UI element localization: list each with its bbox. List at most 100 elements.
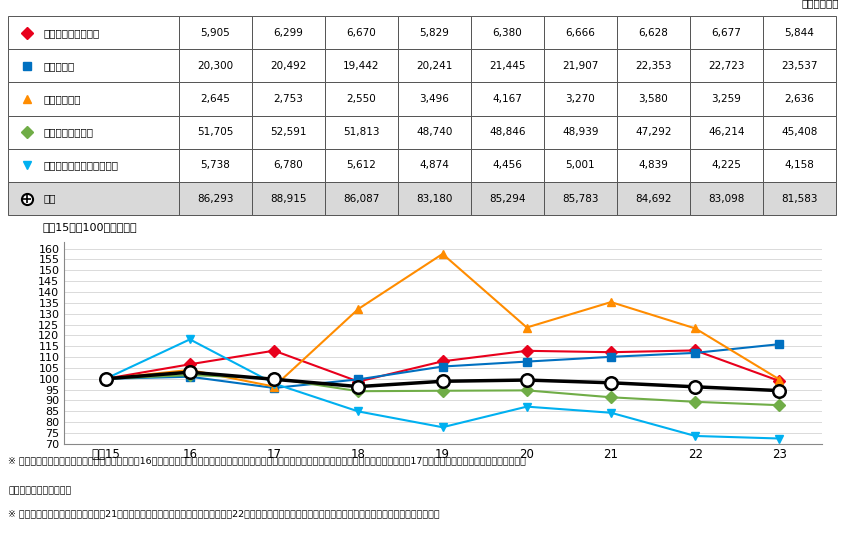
Bar <box>690 182 763 215</box>
Text: 5,612: 5,612 <box>346 160 376 171</box>
Text: 4,839: 4,839 <box>639 160 668 171</box>
Bar <box>8 16 179 49</box>
Bar <box>763 16 836 49</box>
Text: 6,666: 6,666 <box>566 28 595 38</box>
Text: 51,705: 51,705 <box>197 128 233 137</box>
Bar <box>690 116 763 149</box>
Bar <box>398 116 471 149</box>
Bar <box>690 16 763 49</box>
Bar <box>179 149 252 182</box>
Bar <box>690 49 763 82</box>
Bar <box>617 149 690 182</box>
Bar <box>252 82 324 116</box>
Bar <box>763 149 836 182</box>
Text: 48,939: 48,939 <box>562 128 599 137</box>
Text: 21,445: 21,445 <box>489 61 526 71</box>
Text: 書籍・他の印刷物: 書籍・他の印刷物 <box>43 128 93 137</box>
Text: 4,225: 4,225 <box>711 160 741 171</box>
Text: ※ 「テレビゲーム」について、平成21年までは「テレビゲーム」の値であり、平成22年以降は「テレビゲーム機」「ゲームソフト等」の合計の値となっている。: ※ 「テレビゲーム」について、平成21年までは「テレビゲーム」の値であり、平成2… <box>8 509 440 519</box>
Bar <box>617 49 690 82</box>
Text: 2,645: 2,645 <box>200 94 230 104</box>
Text: 22,723: 22,723 <box>708 61 745 71</box>
Text: 20,241: 20,241 <box>416 61 452 71</box>
Text: 20,492: 20,492 <box>270 61 307 71</box>
Text: 6,780: 6,780 <box>274 160 303 171</box>
Text: 4,167: 4,167 <box>492 94 523 104</box>
Text: 3,259: 3,259 <box>711 94 741 104</box>
Text: 48,740: 48,740 <box>416 128 452 137</box>
Text: 86,293: 86,293 <box>197 194 234 203</box>
Text: 5,001: 5,001 <box>566 160 595 171</box>
Text: 3,496: 3,496 <box>419 94 449 104</box>
Text: 平成15年を100とした指数: 平成15年を100とした指数 <box>42 222 137 232</box>
Bar <box>179 16 252 49</box>
Bar <box>252 182 324 215</box>
Bar <box>8 49 179 82</box>
Text: 81,583: 81,583 <box>781 194 817 203</box>
Text: 22,353: 22,353 <box>635 61 672 71</box>
Bar <box>544 149 617 182</box>
Text: 3,270: 3,270 <box>566 94 595 104</box>
Text: 2,753: 2,753 <box>274 94 303 104</box>
Text: 映画・演劇等入場料: 映画・演劇等入場料 <box>43 28 100 38</box>
Bar <box>324 49 398 82</box>
Bar <box>617 16 690 49</box>
Bar <box>544 49 617 82</box>
Bar <box>763 116 836 149</box>
Bar <box>763 182 836 215</box>
Bar <box>8 116 179 149</box>
Bar <box>324 149 398 182</box>
Text: 5,829: 5,829 <box>419 28 449 38</box>
Bar <box>690 82 763 116</box>
Bar <box>544 116 617 149</box>
Bar <box>471 182 544 215</box>
Text: 3,580: 3,580 <box>639 94 668 104</box>
Text: 4,456: 4,456 <box>492 160 523 171</box>
Bar <box>617 82 690 116</box>
Text: （単位：円）: （単位：円） <box>801 0 839 8</box>
Bar <box>471 49 544 82</box>
Bar <box>8 82 179 116</box>
Text: 45,408: 45,408 <box>781 128 817 137</box>
Bar <box>8 182 179 215</box>
Bar <box>690 149 763 182</box>
Text: 6,677: 6,677 <box>711 28 741 38</box>
Bar <box>252 16 324 49</box>
Text: 6,299: 6,299 <box>274 28 303 38</box>
Bar <box>398 49 471 82</box>
Bar <box>179 49 252 82</box>
Bar <box>324 116 398 149</box>
Bar <box>252 116 324 149</box>
Text: 20,300: 20,300 <box>197 61 233 71</box>
Text: 84,692: 84,692 <box>635 194 672 203</box>
Text: 6,380: 6,380 <box>492 28 523 38</box>
Text: 合計: 合計 <box>43 194 56 203</box>
Text: 51,813: 51,813 <box>343 128 379 137</box>
Text: 5,905: 5,905 <box>200 28 230 38</box>
Text: 4,158: 4,158 <box>784 160 815 171</box>
Bar <box>471 149 544 182</box>
Bar <box>324 82 398 116</box>
Bar <box>252 149 324 182</box>
Text: の値となっている。: の値となっている。 <box>8 486 72 495</box>
Text: 83,180: 83,180 <box>416 194 452 203</box>
Text: 46,214: 46,214 <box>708 128 745 137</box>
Bar <box>398 82 471 116</box>
Text: 2,550: 2,550 <box>346 94 376 104</box>
Text: 2,636: 2,636 <box>784 94 815 104</box>
Text: 85,783: 85,783 <box>562 194 599 203</box>
Text: 52,591: 52,591 <box>270 128 307 137</box>
Text: 47,292: 47,292 <box>635 128 672 137</box>
Bar <box>471 16 544 49</box>
Bar <box>179 82 252 116</box>
Bar <box>763 82 836 116</box>
Bar <box>179 182 252 215</box>
Bar <box>398 149 471 182</box>
Bar <box>544 182 617 215</box>
Text: 88,915: 88,915 <box>270 194 307 203</box>
Text: 音楽・映像収録済メディア: 音楽・映像収録済メディア <box>43 160 119 171</box>
Bar <box>252 49 324 82</box>
Bar <box>763 49 836 82</box>
Text: 6,670: 6,670 <box>346 28 376 38</box>
Text: 5,738: 5,738 <box>200 160 230 171</box>
